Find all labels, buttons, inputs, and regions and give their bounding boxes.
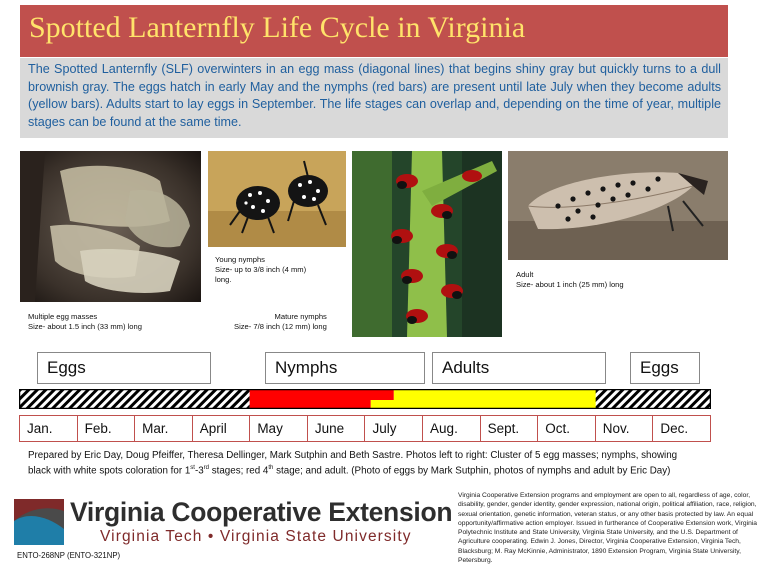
adult-photo bbox=[508, 151, 728, 260]
month-aug: Aug. bbox=[423, 415, 481, 442]
credits-line1: Prepared by Eric Day, Doug Pfeiffer, The… bbox=[28, 450, 678, 461]
young-nymphs-caption: Young nymphs Size- up to 3/8 inch (4 mm)… bbox=[215, 255, 306, 285]
month-dec: Dec. bbox=[653, 415, 711, 442]
caption-line: Mature nymphs bbox=[274, 312, 327, 321]
credits-text-part: stages; red 4 bbox=[209, 465, 269, 477]
caption-line: Young nymphs bbox=[215, 255, 265, 264]
caption-line: Size- about 1 inch (25 mm) long bbox=[516, 280, 624, 289]
intro-paragraph: The Spotted Lanternfly (SLF) overwinters… bbox=[20, 58, 728, 138]
superscript-th: th bbox=[268, 465, 274, 471]
month-sept: Sept. bbox=[480, 415, 539, 442]
vce-logo-icon bbox=[14, 499, 64, 545]
timeline-nymph-bar-lower bbox=[249, 400, 371, 409]
month-mar: Mar. bbox=[135, 415, 193, 442]
stage-eggs-fall: Eggs bbox=[630, 352, 700, 384]
mature-nymphs-caption: Mature nymphs Size- 7/8 inch (12 mm) lon… bbox=[234, 312, 327, 332]
month-feb: Feb. bbox=[77, 415, 136, 442]
timeline-border bbox=[19, 389, 711, 409]
month-oct: Oct. bbox=[538, 415, 596, 442]
caption-line: Size- 7/8 inch (12 mm) long bbox=[234, 322, 327, 331]
credits-text: Prepared by Eric Day, Doug Pfeiffer, The… bbox=[28, 449, 728, 477]
month-may: May bbox=[250, 415, 308, 442]
superscript-st: st bbox=[190, 465, 195, 471]
adult-caption: Adult Size- about 1 inch (25 mm) long bbox=[516, 270, 624, 290]
life-cycle-timeline bbox=[19, 389, 711, 409]
month-row: Jan. Feb. Mar. April May June July Aug. Sept. Oct… bbox=[19, 415, 711, 442]
month-nov: Nov. bbox=[595, 415, 654, 442]
caption-line: long. bbox=[215, 275, 232, 284]
organization-name: Virginia Cooperative Extension bbox=[70, 497, 453, 527]
disclaimer-text: Virginia Cooperative Extension programs … bbox=[458, 492, 757, 565]
caption-line: Size- up to 3/8 inch (4 mm) bbox=[215, 265, 307, 274]
document-code: ENTO-268NP (ENTO-321NP) bbox=[17, 551, 121, 560]
credits-text-part: stage; and adult. (Photo of eggs by Mark… bbox=[273, 465, 671, 477]
credits-text-part: -3 bbox=[194, 465, 204, 477]
stage-eggs-winter: Eggs bbox=[37, 352, 211, 384]
timeline-adult-bar-upper bbox=[393, 389, 596, 400]
month-june: June bbox=[307, 415, 366, 442]
nymph-left bbox=[229, 186, 280, 234]
organization-subtitle: Virginia Tech • Virginia State Universit… bbox=[100, 528, 412, 545]
credits-line2: black with white spots coloration for 1s… bbox=[28, 462, 728, 477]
month-jan: Jan. bbox=[19, 415, 78, 442]
superscript-rd: rd bbox=[203, 465, 210, 471]
egg-masses-photo bbox=[20, 151, 201, 302]
stage-nymphs: Nymphs bbox=[265, 352, 425, 384]
page-title: Spotted Lanternfly Life Cycle in Virgini… bbox=[20, 5, 728, 57]
mature-nymphs-photo bbox=[352, 151, 502, 337]
month-april: April bbox=[192, 415, 251, 442]
young-nymphs-photo bbox=[208, 151, 346, 247]
timeline-nymph-bar bbox=[249, 389, 394, 400]
caption-line: Multiple egg masses bbox=[28, 312, 98, 321]
egg-masses-caption: Multiple egg masses Size- about 1.5 inch… bbox=[28, 312, 142, 332]
timeline-adult-bar bbox=[370, 400, 596, 409]
caption-line: Adult bbox=[516, 270, 534, 279]
credits-text-part: black with white spots coloration for 1 bbox=[28, 465, 191, 477]
month-july: July bbox=[365, 415, 424, 442]
nymph-right bbox=[287, 160, 328, 226]
stage-adults: Adults bbox=[432, 352, 606, 384]
caption-line: Size- about 1.5 inch (33 mm) long bbox=[28, 322, 142, 331]
